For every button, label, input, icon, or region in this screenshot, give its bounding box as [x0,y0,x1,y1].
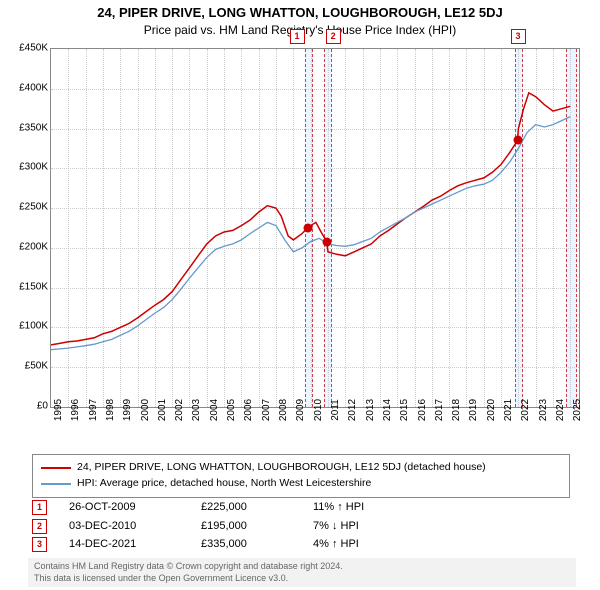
sale-point-3 [513,136,522,145]
sales-number-box: 2 [32,519,47,534]
sales-delta: 7% ↓ HPI [313,517,403,536]
marker-number-3: 3 [511,29,526,44]
x-tick-label: 2008 [278,399,289,421]
plot-area: 123 [50,48,580,408]
y-tick-label: £100K [19,321,48,332]
sales-date: 14-DEC-2021 [69,535,179,554]
x-tick-label: 1995 [53,399,64,421]
sales-row: 1 26-OCT-2009 £225,000 11% ↑ HPI [32,498,570,517]
y-tick-label: £300K [19,162,48,173]
line-series-svg [51,49,579,407]
sales-price: £225,000 [201,498,291,517]
y-tick-label: £400K [19,82,48,93]
sale-point-2 [322,237,331,246]
y-tick-label: £150K [19,281,48,292]
x-tick-label: 2006 [243,399,254,421]
x-tick-label: 2002 [174,399,185,421]
sale-point-1 [303,224,312,233]
legend-swatch [41,483,71,485]
x-tick-label: 2012 [347,399,358,421]
x-tick-label: 2015 [399,399,410,421]
sales-delta: 4% ↑ HPI [313,535,403,554]
x-tick-label: 1999 [122,399,133,421]
x-tick-label: 2024 [555,399,566,421]
x-tick-label: 2013 [365,399,376,421]
x-tick-label: 2001 [157,399,168,421]
x-tick-label: 1996 [70,399,81,421]
sales-delta: 11% ↑ HPI [313,498,403,517]
x-tick-label: 2025 [572,399,583,421]
footer-line-1: Contains HM Land Registry data © Crown c… [34,561,570,573]
series-property [51,93,570,345]
sales-price: £195,000 [201,517,291,536]
legend-label: 24, PIPER DRIVE, LONG WHATTON, LOUGHBORO… [77,460,486,476]
x-tick-label: 2020 [486,399,497,421]
legend-item: HPI: Average price, detached house, Nort… [41,476,561,492]
x-tick-label: 2014 [382,399,393,421]
x-tick-label: 1997 [88,399,99,421]
x-tick-label: 2007 [261,399,272,421]
sales-date: 26-OCT-2009 [69,498,179,517]
x-tick-label: 2000 [140,399,151,421]
y-tick-label: £450K [19,43,48,54]
y-tick-label: £200K [19,241,48,252]
legend-label: HPI: Average price, detached house, Nort… [77,476,371,492]
y-tick-label: £350K [19,122,48,133]
x-tick-label: 2009 [295,399,306,421]
legend-swatch [41,467,71,469]
x-tick-label: 2011 [330,399,341,421]
x-tick-label: 2018 [451,399,462,421]
x-tick-label: 2010 [313,399,324,421]
x-tick-label: 2016 [417,399,428,421]
sales-date: 03-DEC-2010 [69,517,179,536]
x-tick-label: 2005 [226,399,237,421]
marker-number-2: 2 [326,29,341,44]
legend-box: 24, PIPER DRIVE, LONG WHATTON, LOUGHBORO… [32,454,570,498]
x-tick-label: 2017 [434,399,445,421]
x-tick-label: 2019 [468,399,479,421]
x-tick-label: 2023 [538,399,549,421]
x-tick-label: 2003 [191,399,202,421]
sales-table: 1 26-OCT-2009 £225,000 11% ↑ HPI 2 03-DEC-201… [32,498,570,554]
sales-price: £335,000 [201,535,291,554]
legend-item: 24, PIPER DRIVE, LONG WHATTON, LOUGHBORO… [41,460,561,476]
x-tick-label: 1998 [105,399,116,421]
chart-container: 24, PIPER DRIVE, LONG WHATTON, LOUGHBORO… [0,0,600,590]
series-hpi [51,117,570,350]
y-tick-label: £0 [37,401,48,412]
sales-number-box: 3 [32,537,47,552]
chart-title: 24, PIPER DRIVE, LONG WHATTON, LOUGHBORO… [0,0,600,20]
sales-number-box: 1 [32,500,47,515]
sales-row: 2 03-DEC-2010 £195,000 7% ↓ HPI [32,517,570,536]
sales-row: 3 14-DEC-2021 £335,000 4% ↑ HPI [32,535,570,554]
footer-attribution: Contains HM Land Registry data © Crown c… [28,558,576,587]
footer-line-2: This data is licensed under the Open Gov… [34,573,570,585]
y-tick-label: £250K [19,202,48,213]
x-tick-label: 2004 [209,399,220,421]
x-tick-label: 2021 [503,399,514,421]
marker-number-1: 1 [290,29,305,44]
x-tick-label: 2022 [520,399,531,421]
y-tick-label: £50K [25,361,48,372]
